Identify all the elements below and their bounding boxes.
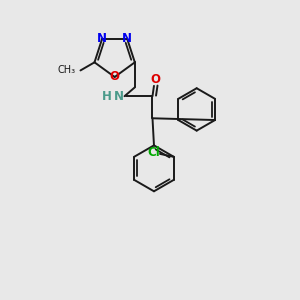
Text: N: N xyxy=(97,32,107,45)
Text: CH₃: CH₃ xyxy=(58,65,76,75)
Text: O: O xyxy=(110,70,120,83)
Text: N: N xyxy=(122,32,132,45)
Text: O: O xyxy=(150,74,161,86)
Text: Cl: Cl xyxy=(148,146,161,159)
Text: N: N xyxy=(114,90,124,103)
Text: H: H xyxy=(102,90,112,103)
